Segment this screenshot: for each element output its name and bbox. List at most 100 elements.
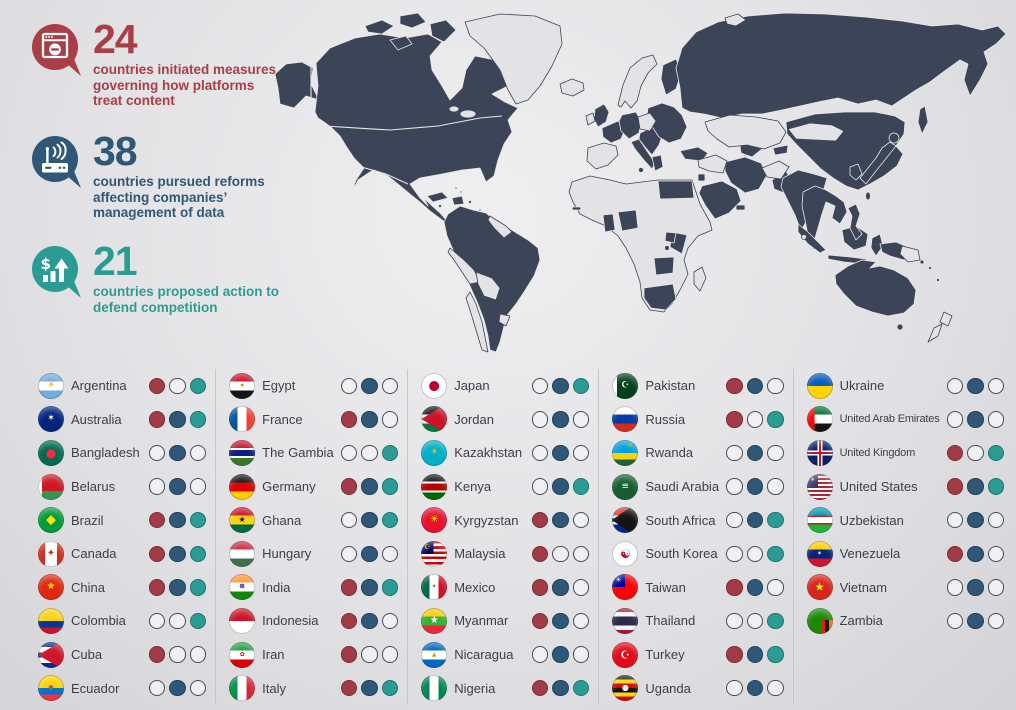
dot-content-filled [946,444,963,462]
country-name: Kyrgyzstan [454,512,519,528]
dot-content-filled [726,579,743,596]
flag-brazil-icon: ◆ [38,507,64,534]
flag-emblem: ★ [238,515,246,525]
dot-data-filled [169,679,186,697]
flag-iran-icon: ✿ [229,641,256,668]
dot-content-filled [340,646,358,663]
dot-content-empty [946,511,963,529]
measure-dots [340,444,399,462]
dot-content-empty [531,444,549,462]
dot-competition-filled [381,679,399,697]
flag-emblem: ✿ [239,650,245,658]
svg-text:$: $ [41,255,51,273]
country-row: ● Bangladesh [38,436,207,470]
country-name: Argentina [71,378,127,394]
country-column-5: Ukraine United Arab Emirates United Kingdo… [806,369,1004,705]
country-row: South Africa [612,503,784,537]
measure-dots [531,579,590,596]
measure-dots [340,545,399,563]
flag-china-icon: ★ [38,574,64,601]
dot-competition-empty [572,579,590,596]
country-row: France [229,403,399,437]
country-row: ✦ Egypt [229,369,399,403]
dot-content-filled [340,679,358,697]
dot-content-empty [726,511,743,529]
country-row: Colombia [38,604,207,638]
flag-united-kingdom-icon [806,439,833,466]
dot-data-filled [967,478,984,495]
dot-data-empty [169,377,186,395]
dot-content-filled [148,511,166,529]
measure-dots [531,444,590,462]
dot-data-filled [746,646,764,663]
dot-content-empty [531,478,549,495]
competition-growth-icon: $ [30,244,86,302]
flag-myanmar-icon: ★ [421,607,448,634]
measure-dots [946,612,1004,630]
country-row: Thailand [612,604,784,638]
measure-dots [946,377,1004,395]
dot-data-filled [746,679,764,697]
country-row: ● Japan [421,369,590,403]
dot-content-filled [148,545,166,563]
measure-dots [340,612,399,630]
dot-competition-filled [381,478,399,495]
country-row: ☀ Argentina [38,369,207,403]
dot-content-filled [148,377,166,395]
dot-content-empty [340,377,358,395]
measure-dots [726,411,784,428]
flag-argentina-icon: ☀ [38,372,64,399]
country-name: Myanmar [454,613,509,629]
dot-data-filled [361,579,378,596]
dot-competition-filled [767,612,784,630]
flag-emblem: ✦ [431,583,437,591]
country-row: Cuba [38,638,207,672]
flag-united-states-icon: ✳ [806,473,833,500]
dot-data-empty [552,545,569,563]
dot-competition-empty [767,579,784,596]
flag-emblem: ✶ [817,549,823,557]
dot-competition-empty [987,511,1004,529]
stat-body: 24 countries initiated measures governin… [93,16,279,109]
country-name: Russia [645,411,686,427]
country-row: ✦ Canada [38,537,207,571]
dot-content-empty [726,478,743,495]
dot-competition-filled [767,411,784,428]
flag-rwanda-icon: ☀ [612,439,639,466]
dot-data-filled [552,377,569,395]
dot-content-filled [340,579,358,596]
dot-content-filled [340,411,358,428]
measure-dots [726,478,784,495]
dot-content-filled [531,679,549,697]
measure-dots [340,679,399,697]
flag-kyrgyzstan-icon: ☀ [421,507,448,534]
flag-emblem: ☪ [621,380,630,391]
dot-content-filled [531,511,549,529]
dot-competition-empty [572,646,590,663]
flag-emblem: ▲ [431,650,437,658]
dot-competition-filled [987,444,1004,462]
country-name: Saudi Arabia [645,479,720,495]
flag-jordan-icon [421,406,448,433]
dot-content-empty [946,612,963,630]
flag-taiwan-icon: ☀ [612,574,639,601]
dot-data-filled [169,444,186,462]
stat-data-reforms: 38 countries pursued reforms affecting c… [30,131,280,221]
flag-emblem: ★ [429,614,439,626]
dot-content-filled [946,545,963,563]
dot-content-empty [148,679,166,697]
measure-dots [340,646,399,663]
dot-competition-empty [572,411,590,428]
country-name: Ecuador [71,680,120,696]
country-name: South Africa [645,512,716,528]
flag-malaysia-icon: ☪ [421,540,448,567]
light-landmass [447,13,953,353]
measure-dots [726,377,784,395]
stat-value: 24 [93,16,138,62]
flag-bangladesh-icon: ● [38,439,64,466]
flag-emblem: ● [48,684,54,692]
measure-dots [148,545,207,563]
country-row: ☪ Malaysia [421,537,590,571]
flag-indonesia-icon [229,607,256,634]
dot-data-empty [746,411,764,428]
